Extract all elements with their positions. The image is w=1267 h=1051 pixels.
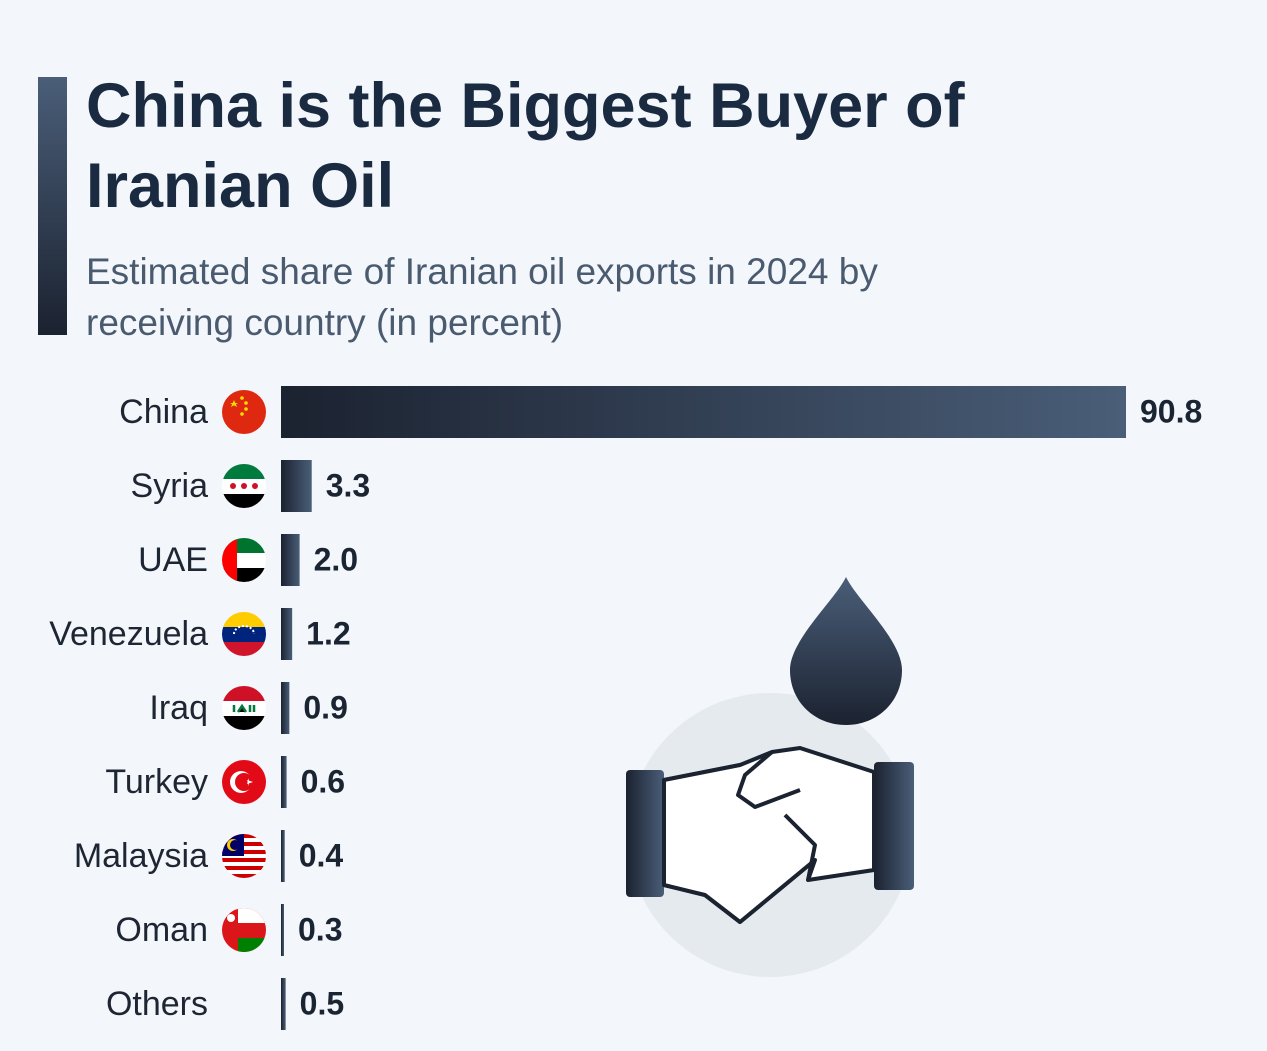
bar: [281, 756, 287, 808]
value-label: 0.4: [299, 837, 344, 873]
chart-title: China is the Biggest Buyer of Iranian Oi…: [86, 71, 965, 221]
bar: [281, 682, 290, 734]
bar: [281, 978, 286, 1030]
bar: [281, 386, 1126, 438]
value-label: 90.8: [1140, 393, 1202, 429]
category-label: Turkey: [105, 763, 208, 801]
category-label: Malaysia: [74, 837, 208, 875]
bar: [281, 608, 293, 660]
bar: [281, 534, 300, 586]
category-label: Syria: [131, 467, 209, 505]
category-label: Iraq: [149, 689, 208, 727]
category-label: UAE: [138, 541, 208, 579]
value-label: 1.2: [306, 615, 350, 651]
bar: [281, 904, 284, 956]
value-label: 0.6: [301, 763, 345, 799]
category-label: China: [119, 393, 208, 431]
value-label: 0.3: [298, 911, 342, 947]
bar: [281, 830, 285, 882]
category-label: Oman: [115, 911, 208, 949]
category-label: Venezuela: [49, 615, 208, 653]
flags: [222, 390, 266, 952]
chart-subtitle: Estimated share of Iranian oil exports i…: [86, 251, 878, 343]
bar: [281, 460, 312, 512]
illustration: [626, 577, 914, 977]
value-label: 3.3: [326, 467, 370, 503]
value-label: 0.9: [303, 689, 347, 725]
value-label: 2.0: [314, 541, 358, 577]
value-label: 0.5: [300, 985, 344, 1021]
accent-bar: [38, 77, 67, 335]
category-label: Others: [106, 985, 208, 1023]
